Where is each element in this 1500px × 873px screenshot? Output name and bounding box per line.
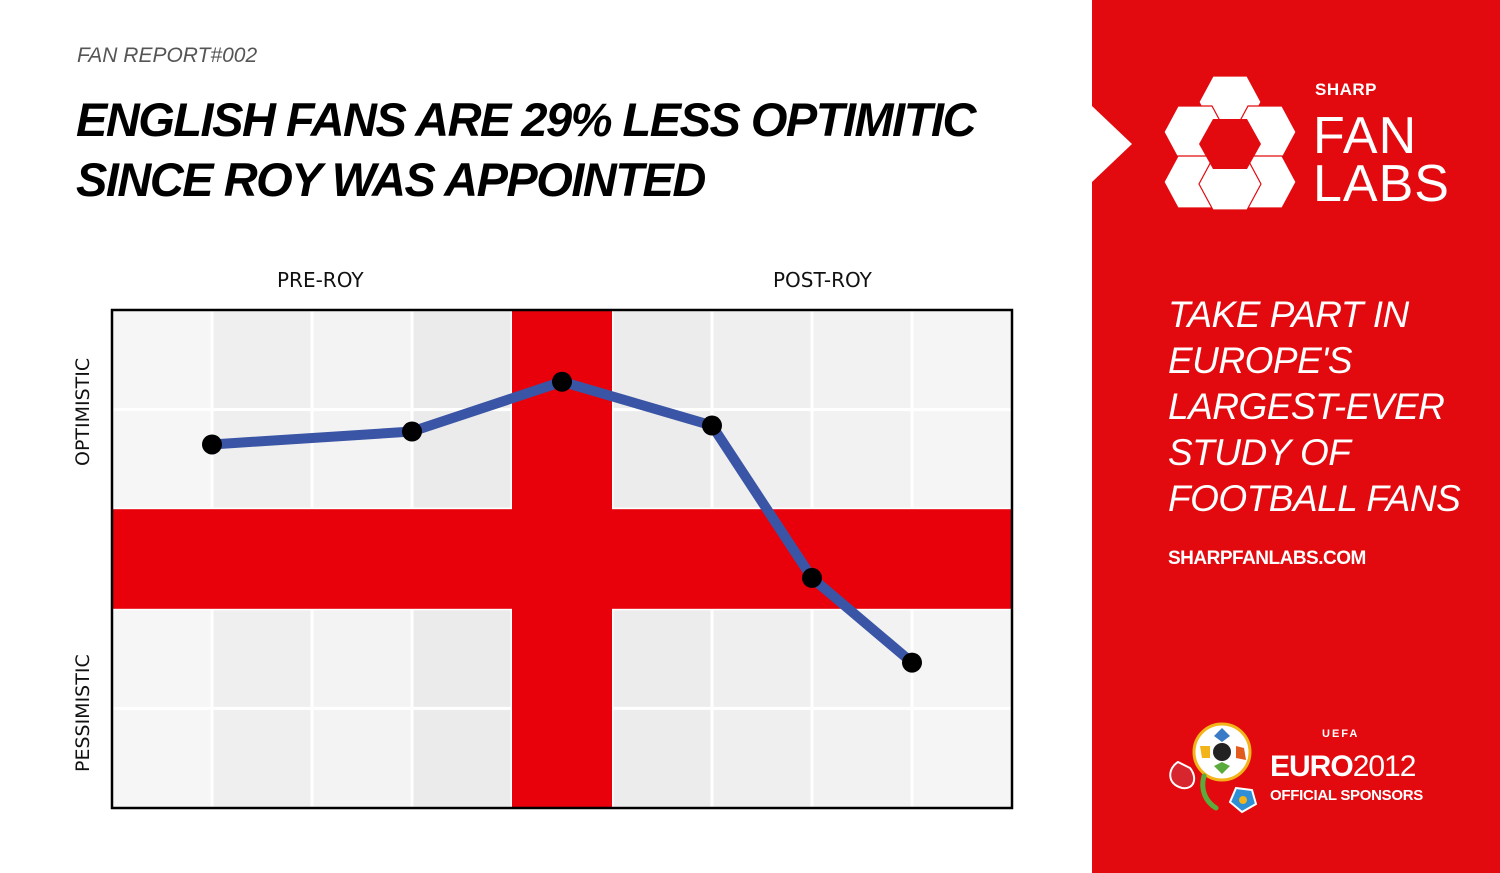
report-label: FAN REPORT#002 xyxy=(77,44,258,67)
grid-cell xyxy=(610,706,714,810)
grid-cell xyxy=(110,408,214,511)
brand-line-labs: LABS xyxy=(1313,155,1450,213)
euro2012-wordmark: EURO2012 xyxy=(1270,750,1417,784)
grid-cell xyxy=(710,706,814,810)
grid-cell xyxy=(210,706,314,810)
chart-frame xyxy=(110,308,1014,810)
line-chart xyxy=(110,308,1014,810)
phase-label-post: POST-ROY xyxy=(773,268,872,292)
grid-cell xyxy=(910,706,1014,810)
uefa-label: UEFA xyxy=(1322,728,1360,740)
euro-prefix: EURO xyxy=(1270,750,1354,783)
euro-year: 2012 xyxy=(1352,750,1417,783)
tagline-line: STUDY OF xyxy=(1168,432,1351,473)
grid-cell xyxy=(610,308,714,412)
grid-cell xyxy=(810,308,914,412)
brand-line-fan: FAN xyxy=(1313,107,1418,165)
data-point xyxy=(552,371,572,392)
grid-cell xyxy=(110,308,214,412)
grid-cell xyxy=(810,706,914,810)
grid-cell xyxy=(410,706,514,810)
data-point xyxy=(402,421,422,442)
grid-cell xyxy=(210,308,314,412)
grid-cell xyxy=(310,607,414,710)
website-link[interactable]: SHARPFANLABS.COM xyxy=(1168,548,1366,569)
data-point xyxy=(802,567,822,588)
grid-cell xyxy=(910,308,1014,412)
data-point xyxy=(902,652,922,673)
grid-cell xyxy=(910,408,1014,511)
grid-cell xyxy=(410,308,514,412)
football-hexagon-icon xyxy=(1163,75,1297,210)
main-panel: FAN REPORT#002 ENGLISH FANS ARE 29% LESS… xyxy=(72,44,1036,810)
grid-cell xyxy=(210,607,314,710)
grid-cell xyxy=(310,706,414,810)
tagline-line: FOOTBALL FANS xyxy=(1168,478,1461,519)
sidebar-notch xyxy=(1092,106,1132,182)
headline: ENGLISH FANS ARE 29% LESS OPTIMITIC SINC… xyxy=(76,90,1036,210)
data-point xyxy=(702,415,722,436)
official-sponsors-label: OFFICIAL SPONSORS xyxy=(1270,787,1423,804)
brand-sharp: SHARP xyxy=(1315,80,1378,99)
england-flag-cross xyxy=(112,310,1012,808)
brand-fan-labs: FAN LABS xyxy=(1313,107,1450,213)
tagline-line: LARGEST-EVER xyxy=(1168,386,1445,427)
data-points xyxy=(202,371,922,673)
tagline-line: EUROPE'S xyxy=(1168,340,1353,381)
data-point xyxy=(202,434,222,455)
series-line xyxy=(207,376,917,668)
tagline-line: TAKE PART IN xyxy=(1168,294,1409,335)
phase-label-pre: PRE-ROY xyxy=(277,268,364,292)
grid-cell xyxy=(810,408,914,511)
headline-line-2: SINCE ROY WAS APPOINTED xyxy=(76,153,706,206)
grid-cell xyxy=(210,408,314,511)
sidebar xyxy=(1092,0,1500,873)
series-line-group xyxy=(207,376,917,668)
headline-line-1: ENGLISH FANS ARE 29% LESS OPTIMITIC xyxy=(76,93,976,146)
grid-cell xyxy=(710,308,814,412)
grid-cell xyxy=(910,607,1014,710)
euro2012-logo-icon xyxy=(1169,722,1258,814)
grid-cell xyxy=(310,308,414,412)
grid-cell xyxy=(610,607,714,710)
grid-cell xyxy=(110,706,214,810)
tagline: TAKE PART IN EUROPE'S LARGEST-EVER STUDY… xyxy=(1168,292,1488,522)
grid-cell xyxy=(110,607,214,710)
grid-cell xyxy=(410,607,514,710)
grid-cell xyxy=(710,607,814,710)
grid-cell xyxy=(310,408,414,511)
